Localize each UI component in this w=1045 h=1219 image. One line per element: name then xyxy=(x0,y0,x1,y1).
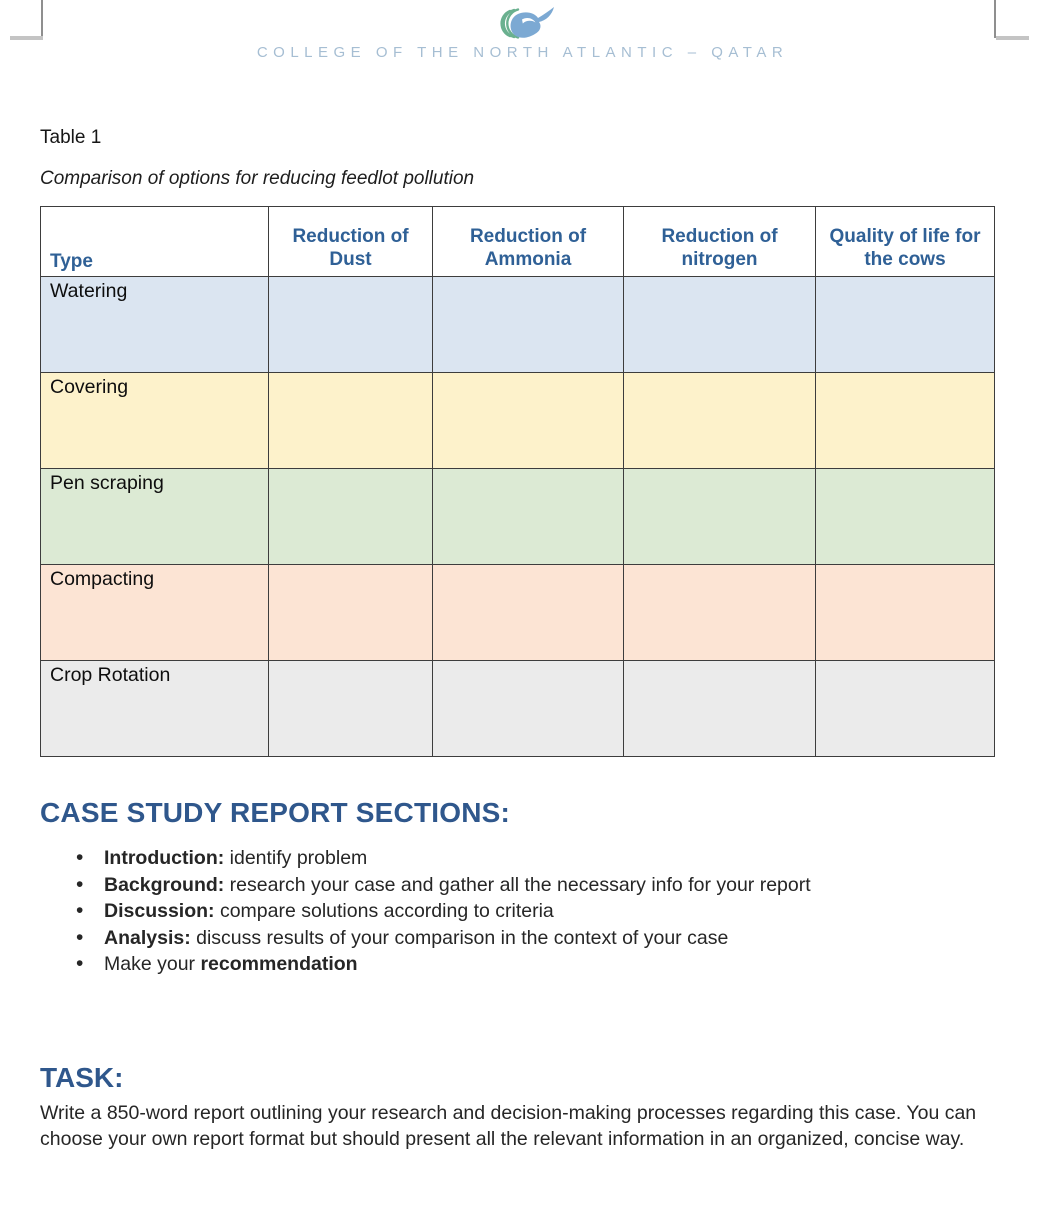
empty-cell xyxy=(268,276,433,373)
page-corner-mark-right-horizontal xyxy=(996,36,1029,40)
empty-cell xyxy=(623,468,816,565)
bullet-text: compare solutions according to criteria xyxy=(214,900,554,922)
case-study-sections-heading: CASE STUDY REPORT SECTIONS: xyxy=(40,797,511,828)
table-label: Table 1 xyxy=(40,127,102,148)
empty-cell xyxy=(432,372,624,469)
empty-cell xyxy=(268,468,433,565)
empty-cell xyxy=(623,276,816,373)
empty-cell xyxy=(432,468,624,565)
bullet-lead: recommendation xyxy=(200,953,358,975)
bullet-item-recommendation: Make your recommendation xyxy=(40,951,994,978)
row-label: Crop Rotation xyxy=(40,660,269,757)
bullet-text: Make your xyxy=(104,953,201,975)
table-row-pen-scraping: Pen scraping xyxy=(40,468,995,565)
empty-cell xyxy=(815,372,995,469)
institution-name: COLLEGE OF THE NORTH ATLANTIC – QATAR xyxy=(256,44,789,61)
empty-cell xyxy=(623,660,816,757)
column-header-dust: Reduction of Dust xyxy=(268,206,433,277)
empty-cell xyxy=(268,564,433,661)
page-corner-mark-left-vertical xyxy=(41,0,43,38)
empty-cell xyxy=(815,468,995,565)
bullet-item-introduction: Introduction: identify problem xyxy=(40,845,994,872)
bullet-text: discuss results of your comparison in th… xyxy=(190,926,729,949)
case-study-sections-list: Introduction: identify problem Backgroun… xyxy=(40,845,994,978)
empty-cell xyxy=(268,372,433,469)
empty-cell xyxy=(815,660,995,757)
empty-cell xyxy=(623,372,816,469)
table-row-covering: Covering xyxy=(40,372,995,469)
bullet-item-analysis: Analysis: discuss results of your compar… xyxy=(40,925,994,952)
table-row-crop-rotation: Crop Rotation xyxy=(40,660,995,757)
table-caption: Comparison of options for reducing feedl… xyxy=(40,168,475,189)
column-header-type: Type xyxy=(40,206,269,277)
empty-cell xyxy=(432,660,624,757)
bullet-item-discussion: Discussion: compare solutions according … xyxy=(40,898,994,925)
feedlot-comparison-table: Type Reduction of Dust Reduction of Ammo… xyxy=(40,206,995,757)
column-header-quality-of-life: Quality of life for the cows xyxy=(815,206,995,277)
empty-cell xyxy=(815,564,995,661)
bullet-lead: Discussion: xyxy=(104,900,215,922)
page-corner-mark-right-vertical xyxy=(994,0,996,38)
bullet-text: research your case and gather all the ne… xyxy=(224,873,811,896)
empty-cell xyxy=(815,276,995,373)
table-row-watering: Watering xyxy=(40,276,995,373)
bullet-lead: Introduction: xyxy=(104,847,225,869)
empty-cell xyxy=(623,564,816,661)
column-header-ammonia: Reduction of Ammonia xyxy=(432,206,624,277)
task-paragraph: Write a 850-word report outlining your r… xyxy=(40,1101,977,1150)
row-label: Watering xyxy=(40,276,269,373)
page-content: Table 1 Comparison of options for reduci… xyxy=(40,127,995,1152)
empty-cell xyxy=(432,276,624,373)
row-label: Pen scraping xyxy=(40,468,269,565)
empty-cell xyxy=(432,564,624,661)
column-header-nitrogen: Reduction of nitrogen xyxy=(623,206,816,277)
bullet-lead: Analysis: xyxy=(104,926,191,949)
page-corner-mark-left-horizontal xyxy=(10,36,43,40)
letterhead: COLLEGE OF THE NORTH ATLANTIC – QATAR xyxy=(0,0,1045,61)
bullet-item-background: Background: research your case and gathe… xyxy=(40,872,994,899)
task-heading: TASK: xyxy=(40,1061,124,1093)
wave-logo-icon xyxy=(0,5,1045,41)
bullet-lead: Background: xyxy=(104,873,225,896)
bullet-text: identify problem xyxy=(224,847,368,869)
table-header-row: Type Reduction of Dust Reduction of Ammo… xyxy=(40,206,995,277)
empty-cell xyxy=(268,660,433,757)
table-row-compacting: Compacting xyxy=(40,564,995,661)
row-label: Covering xyxy=(40,372,269,469)
row-label: Compacting xyxy=(40,564,269,661)
